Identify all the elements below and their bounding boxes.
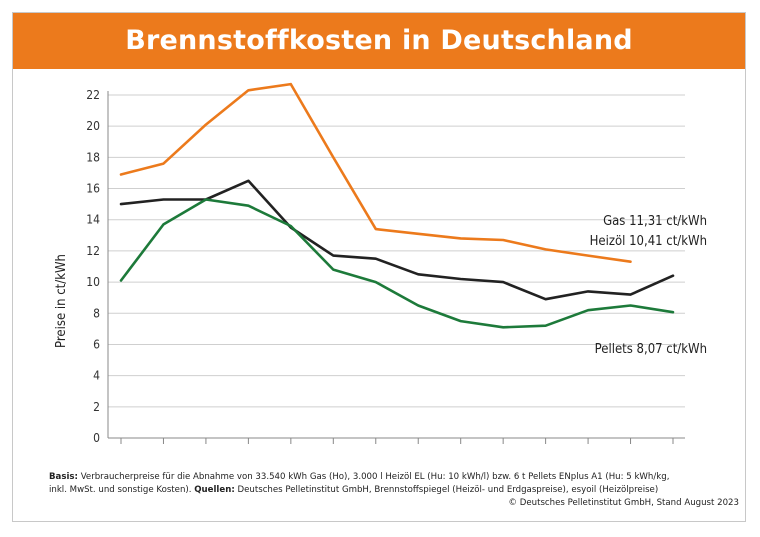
series-line-gas — [119, 82, 632, 263]
series-line-heizl — [119, 179, 675, 301]
y-tick-label: 20 — [86, 119, 100, 133]
chart-frame: Brennstoffkosten in Deutschland 0 2 4 6 8 10 1… — [12, 12, 746, 522]
y-tick-label: 8 — [93, 306, 100, 320]
chart-title: Brennstoffkosten in Deutschland — [125, 25, 633, 56]
end-label-pellets: Pellets 8,07 ct/kWh — [595, 342, 707, 357]
y-tick-label: 10 — [86, 275, 100, 289]
sources-text: Deutsches Pelletinstitut GmbH, Brennstof… — [234, 485, 659, 495]
footnote-line-2-text: inkl. MwSt. und sonstige Kosten). — [49, 485, 195, 495]
footnote: Basis: Verbraucherpreise für die Abnahme… — [49, 471, 739, 510]
y-tick-label: 4 — [93, 369, 100, 383]
y-tick-label: 6 — [93, 337, 100, 351]
end-labels: Gas 11,31 ct/kWh Heizöl 10,41 ct/kWh Pelle… — [590, 214, 707, 357]
sources-label: Quellen: — [194, 485, 235, 495]
y-tick-label: 22 — [86, 88, 100, 102]
series-line-pellets — [119, 198, 675, 329]
copyright: © Deutsches Pelletinstitut GmbH, Stand A… — [508, 498, 739, 508]
title-banner: Brennstoffkosten in Deutschland — [13, 13, 745, 69]
line-chart: 0246810121416182022Juli 2022Januar 2023A… — [54, 82, 707, 445]
y-axis-label: Preise in ct/kWh — [54, 254, 69, 348]
y-tick-label: 0 — [93, 431, 100, 445]
end-label-gas: Gas 11,31 ct/kWh — [603, 214, 707, 229]
basis-label: Basis: — [49, 472, 78, 482]
y-tick-label: 14 — [86, 213, 100, 227]
y-tick-label: 18 — [86, 150, 100, 164]
y-tick-label: 16 — [86, 182, 100, 196]
footnote-line-2: inkl. MwSt. und sonstige Kosten). Quelle… — [49, 484, 739, 497]
series-lines — [119, 82, 675, 329]
y-tick-label: 12 — [86, 244, 100, 258]
basis-text: Verbraucherpreise für die Abnahme von 33… — [77, 472, 670, 482]
footnote-line-1: Basis: Verbraucherpreise für die Abnahme… — [49, 471, 739, 484]
axes: 0246810121416182022Juli 2022Januar 2023A… — [86, 88, 685, 445]
grid — [108, 94, 685, 408]
end-label-heizl: Heizöl 10,41 ct/kWh — [590, 234, 707, 249]
y-tick-label: 2 — [93, 400, 100, 414]
